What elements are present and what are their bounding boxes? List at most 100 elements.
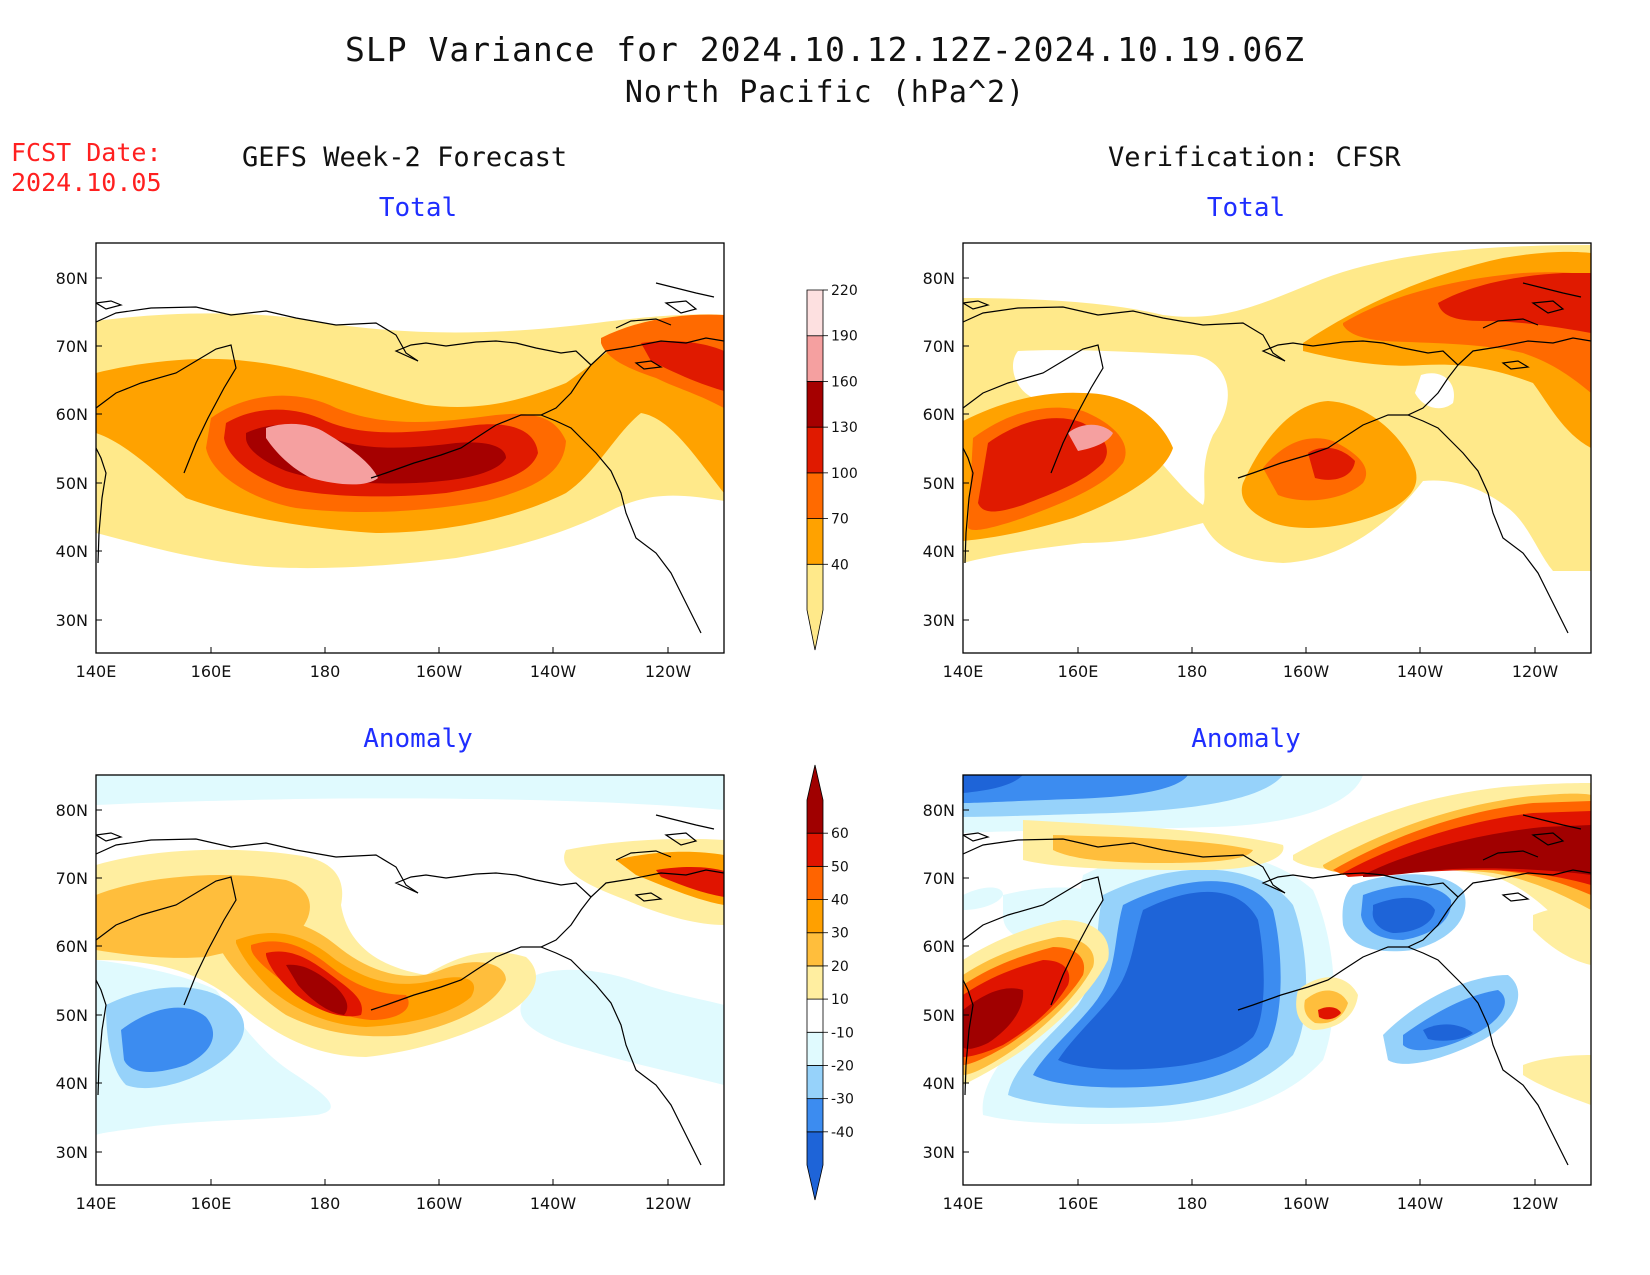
lat-tick-label: 80N xyxy=(56,269,88,288)
lon-tick-label: 140E xyxy=(76,1194,117,1213)
colorbar-swatch xyxy=(806,426,824,474)
colorbar-label: 40 xyxy=(831,557,849,573)
fcst-date-label: FCST Date: xyxy=(11,138,162,167)
lat-tick-label: 30N xyxy=(923,1143,955,1162)
forecast-column-title: GEFS Week-2 Forecast xyxy=(242,142,568,173)
lat-tick-label: 60N xyxy=(923,405,955,424)
lon-tick-label: 160W xyxy=(1283,662,1330,681)
lon-tick-label: 160E xyxy=(1058,1194,1099,1213)
figure-subtitle: North Pacific (hPa^2) xyxy=(624,75,1026,110)
colorbar-swatch xyxy=(806,899,824,934)
forecast-anomaly-map xyxy=(95,774,725,1186)
colorbar-swatch xyxy=(806,381,824,428)
colorbar-swatch xyxy=(806,832,824,867)
lat-tick-label: 60N xyxy=(56,937,88,956)
lat-tick-label: 70N xyxy=(56,869,88,888)
verification-anomaly-title: Anomaly xyxy=(1191,724,1301,754)
lon-tick-label: 180 xyxy=(1177,1194,1208,1213)
colorbar-label: 40 xyxy=(831,893,849,909)
lat-tick-label: 30N xyxy=(923,611,955,630)
lat-tick-label: 40N xyxy=(923,542,955,561)
lat-tick-label: 50N xyxy=(923,1006,955,1025)
lat-tick-label: 30N xyxy=(56,1143,88,1162)
colorbar-label: 100 xyxy=(831,466,858,482)
lon-tick-label: 180 xyxy=(310,662,341,681)
colorbar-swatch xyxy=(806,289,824,337)
lon-tick-label: 160W xyxy=(1283,1194,1330,1213)
lat-tick-label: 60N xyxy=(56,405,88,424)
colorbar-swatch xyxy=(806,1031,824,1066)
verification-total-title: Total xyxy=(1206,193,1286,223)
colorbar-swatch xyxy=(806,518,824,565)
lon-tick-label: 140E xyxy=(943,1194,984,1213)
colorbar-label: 220 xyxy=(831,283,858,299)
colorbar-swatch xyxy=(806,865,824,900)
colorbar-swatch xyxy=(806,965,824,1000)
verification-total-map xyxy=(962,242,1592,654)
lat-tick-label: 80N xyxy=(923,269,955,288)
colorbar-label: 160 xyxy=(831,374,858,390)
lat-tick-label: 50N xyxy=(56,474,88,493)
verification-anomaly-map xyxy=(962,774,1592,1186)
lat-tick-label: 50N xyxy=(56,1006,88,1025)
colorbar-swatch xyxy=(806,335,824,382)
colorbar-label: -10 xyxy=(831,1025,854,1041)
lon-tick-label: 160E xyxy=(191,1194,232,1213)
colorbar-label: -30 xyxy=(831,1092,854,1108)
lon-tick-label: 140W xyxy=(1397,662,1444,681)
lat-tick-label: 40N xyxy=(923,1074,955,1093)
colorbar-label: 190 xyxy=(831,329,858,345)
lon-tick-label: 120W xyxy=(645,662,692,681)
lon-tick-label: 160W xyxy=(416,1194,463,1213)
colorbar-swatch xyxy=(806,932,824,967)
lon-tick-label: 180 xyxy=(310,1194,341,1213)
colorbar-label: 60 xyxy=(831,826,849,842)
colorbar-label: -20 xyxy=(831,1058,854,1074)
verification-column-title: Verification: CFSR xyxy=(1108,142,1401,173)
colorbar-swatch xyxy=(806,1131,824,1201)
lat-tick-label: 70N xyxy=(923,869,955,888)
colorbar-swatch xyxy=(806,472,824,519)
anomaly-colorbar: -40 -30 -20 -10 10 20 30 40 50 60 xyxy=(806,764,854,1201)
forecast-total-map xyxy=(95,242,725,654)
lon-tick-label: 140E xyxy=(943,662,984,681)
colorbar-label: -40 xyxy=(831,1125,854,1141)
lat-tick-label: 40N xyxy=(56,1074,88,1093)
forecast-anomaly-title: Anomaly xyxy=(363,724,473,754)
colorbar-label: 50 xyxy=(831,859,849,875)
colorbar-swatch xyxy=(806,1065,824,1100)
lat-tick-label: 70N xyxy=(56,337,88,356)
colorbar-label: 30 xyxy=(831,926,849,942)
lat-tick-label: 80N xyxy=(56,801,88,820)
colorbar-swatch xyxy=(806,764,824,834)
lon-tick-label: 120W xyxy=(645,1194,692,1213)
lat-tick-label: 30N xyxy=(56,611,88,630)
total-colorbar: 40 70 100 130 160 190 220 xyxy=(806,283,858,651)
lon-tick-label: 160E xyxy=(1058,662,1099,681)
lon-tick-label: 120W xyxy=(1512,662,1559,681)
figure-title: SLP Variance for 2024.10.12.12Z-2024.10.… xyxy=(345,30,1305,69)
lon-tick-label: 140W xyxy=(530,662,577,681)
lon-tick-label: 120W xyxy=(1512,1194,1559,1213)
lat-tick-label: 50N xyxy=(923,474,955,493)
colorbar-label: 70 xyxy=(831,512,849,528)
lat-tick-label: 70N xyxy=(923,337,955,356)
forecast-total-title: Total xyxy=(378,193,458,223)
axis-labels: 140E 160E 180 160W 140W 120W 80N 70N 60N 50N 40N 30… xyxy=(56,269,1559,1213)
lat-tick-label: 60N xyxy=(923,937,955,956)
lat-tick-label: 40N xyxy=(56,542,88,561)
fcst-date-value: 2024.10.05 xyxy=(11,168,162,197)
lon-tick-label: 140W xyxy=(530,1194,577,1213)
lat-tick-label: 80N xyxy=(923,801,955,820)
colorbar-label: 20 xyxy=(831,959,849,975)
colorbar-label: 10 xyxy=(831,992,849,1008)
colorbar-swatch xyxy=(806,998,824,1033)
lon-tick-label: 140W xyxy=(1397,1194,1444,1213)
colorbar-swatch xyxy=(806,1098,824,1133)
lon-tick-label: 160E xyxy=(191,662,232,681)
lon-tick-label: 180 xyxy=(1177,662,1208,681)
lon-tick-label: 160W xyxy=(416,662,463,681)
lon-tick-label: 140E xyxy=(76,662,117,681)
colorbar-label: 130 xyxy=(831,420,858,436)
